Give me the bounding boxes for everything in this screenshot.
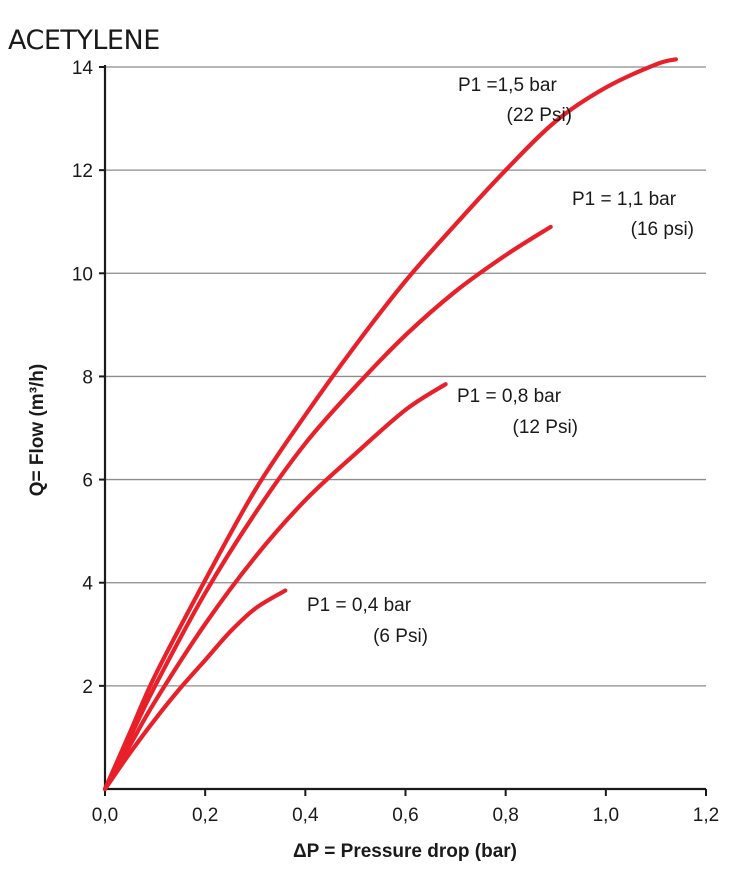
series-curve xyxy=(102,57,678,792)
series-label-psi: (22 Psi) xyxy=(507,105,572,126)
y-tick-label: 14 xyxy=(72,58,94,79)
series-label-psi: (12 Psi) xyxy=(513,417,578,438)
y-tick-label: 2 xyxy=(82,677,93,698)
y-tick-label: 6 xyxy=(82,471,93,492)
axes: 2 4 6 8 10 12 14 0,0 0,2 0,4 0,6 0,8 1,0 1,2 xyxy=(72,58,719,826)
series-labels: P1 =1,5 bar (22 Psi) P1 = 1,1 bar (16 psi) P… xyxy=(307,75,694,647)
y-tick-label: 8 xyxy=(82,367,93,388)
series-curve xyxy=(102,224,553,792)
series-label-pressure: P1 =1,5 bar xyxy=(458,75,557,96)
series-curve xyxy=(102,382,448,792)
x-tick-label: 0,4 xyxy=(292,805,319,826)
series-label-pressure: P1 = 0,8 bar xyxy=(457,386,562,407)
x-tick-label: 1,2 xyxy=(693,805,719,826)
x-tick-label: 1,0 xyxy=(593,805,619,826)
x-tick-label: 0,6 xyxy=(392,805,418,826)
y-tick-label: 4 xyxy=(82,574,93,595)
series-label-psi: (6 Psi) xyxy=(373,626,428,647)
x-tick-label: 0,0 xyxy=(92,805,118,826)
gridlines xyxy=(105,66,706,687)
y-tick-label: 12 xyxy=(72,161,93,182)
series-curves xyxy=(102,57,678,792)
x-tick-label: 0,2 xyxy=(192,805,218,826)
series-curve xyxy=(102,588,288,792)
x-axis-title: ΔP = Pressure drop (bar) xyxy=(293,841,517,862)
y-tick-label: 10 xyxy=(72,264,93,285)
chart-title: ACETYLENE xyxy=(8,25,160,56)
series-label-pressure: P1 = 0,4 bar xyxy=(307,595,412,616)
series-label-psi: (16 psi) xyxy=(631,219,694,240)
x-tick-label: 0,8 xyxy=(492,805,518,826)
series-label-pressure: P1 = 1,1 bar xyxy=(572,189,677,210)
y-axis-title: Q= Flow (m³/h) xyxy=(27,364,48,496)
